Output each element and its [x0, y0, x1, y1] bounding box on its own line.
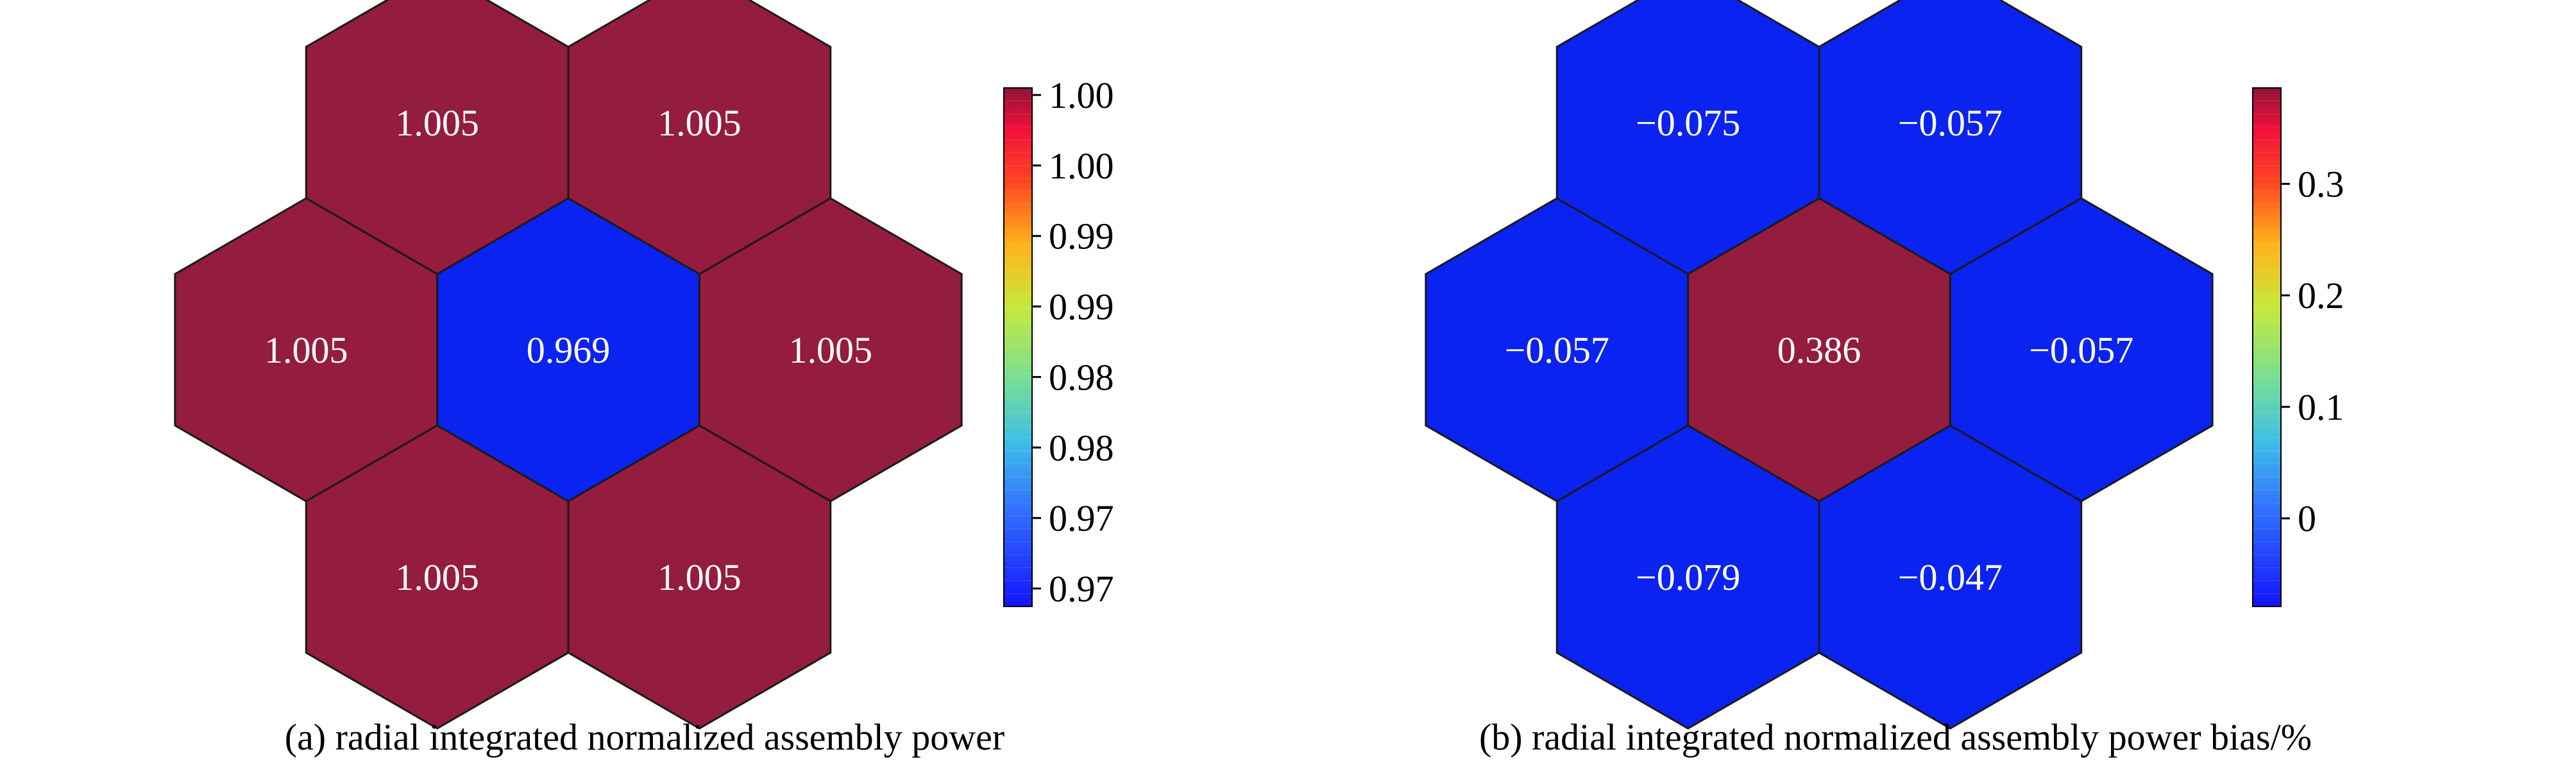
colorbar-tick-label: 0.2 — [2298, 275, 2344, 316]
panel-caption: (b) radial integrated normalized assembl… — [1479, 716, 2312, 758]
colorbar-tick-label: 0.97 — [1049, 497, 1114, 539]
hex-value-label: 1.005 — [395, 102, 479, 144]
colorbar-tick-label: 0.99 — [1049, 216, 1114, 257]
colorbar-tick-label: 1.00 — [1049, 145, 1114, 187]
hex-cell-bottom-right — [567, 424, 832, 730]
hex-value-label: −0.057 — [1898, 102, 2003, 144]
hex-value-label: −0.047 — [1898, 556, 2003, 598]
colorbar — [1003, 87, 1033, 607]
colorbar-tick-label: 0.99 — [1049, 286, 1114, 328]
hex-value-label: 1.005 — [789, 329, 873, 371]
colorbar-tick-label: 0.97 — [1049, 568, 1114, 610]
hex-value-label: −0.057 — [1505, 329, 1609, 371]
panel-b: −0.075 −0.057 −0.057 0.386 −0.057 −0.079 −0.04… — [1425, 0, 2344, 758]
hex-value-label: −0.057 — [2029, 329, 2133, 371]
hex-value-label: 1.005 — [657, 556, 741, 598]
hex-value-label: 0.969 — [527, 329, 611, 371]
colorbar-tick-label: 0.98 — [1049, 427, 1114, 468]
panel-a: 1.005 1.005 1.005 0.969 1.005 1.005 1.005 0.97 0… — [174, 0, 1114, 758]
hex-value-label: −0.079 — [1636, 556, 1740, 598]
colorbar — [2252, 87, 2282, 607]
colorbar-tick-label: 0 — [2298, 498, 2316, 540]
hex-value-label: 1.005 — [395, 556, 479, 598]
hex-value-label: 1.005 — [264, 329, 348, 371]
panel-caption: (a) radial integrated normalized assembl… — [285, 716, 1004, 758]
colorbar-tick-label: 0.3 — [2298, 163, 2344, 205]
hex-value-label: 0.386 — [1777, 329, 1861, 371]
hex-cell-bottom-right — [1818, 424, 2083, 730]
colorbar-tick-label: 0.1 — [2298, 386, 2344, 428]
hex-value-label: −0.075 — [1636, 102, 1740, 144]
colorbar-tick-label: 0.98 — [1049, 356, 1114, 398]
colorbar-tick-label: 1.00 — [1049, 74, 1114, 116]
hex-value-label: 1.005 — [657, 102, 741, 144]
